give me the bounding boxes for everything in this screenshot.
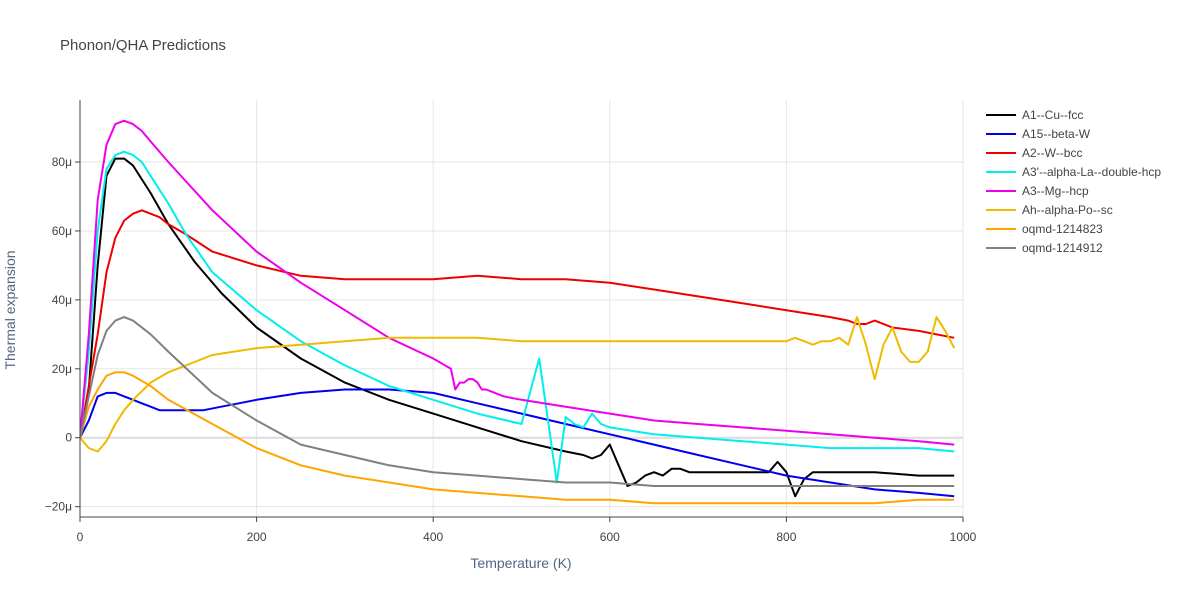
y-tick-label: 0 — [65, 431, 72, 445]
series-line-a3-alpha-la-double-hcp — [80, 150, 955, 484]
y-tick-labels: −20μ 0 20μ 40μ 60μ 80μ — [45, 155, 73, 514]
legend-label: oqmd-1214912 — [1022, 241, 1103, 255]
x-tick-label: 800 — [776, 530, 796, 544]
series-line-oqmd-1214823 — [80, 371, 955, 505]
axes — [75, 100, 964, 522]
x-tick-label: 200 — [247, 530, 267, 544]
x-tick-label: 600 — [600, 530, 620, 544]
x-tick-labels: 0 200 400 600 800 1000 — [77, 530, 977, 544]
series-line-a2-w-bcc — [80, 209, 955, 438]
y-tick-label: 20μ — [52, 362, 72, 376]
legend-label: oqmd-1214823 — [1022, 222, 1103, 236]
chart-title: Phonon/QHA Predictions — [60, 37, 226, 54]
legend-label: Ah--alpha-Po--sc — [1022, 203, 1113, 217]
legend-label: A3'--alpha-La--double-hcp — [1022, 165, 1161, 179]
x-tick-label: 0 — [77, 530, 84, 544]
legend-item-a2-w-bcc[interactable]: A2--W--bcc — [986, 146, 1082, 160]
legend-label: A1--Cu--fcc — [1022, 108, 1083, 122]
grid — [80, 100, 964, 517]
series-line-a15-beta-w — [80, 388, 955, 498]
legend[interactable]: A1--Cu--fcc A15--beta-W A2--W--bcc A3'--alp… — [986, 108, 1161, 255]
legend-item-a3-mg-hcp[interactable]: A3--Mg--hcp — [986, 184, 1089, 198]
series-line-ah-alpha-po-sc — [80, 316, 956, 453]
y-tick-label: −20μ — [45, 500, 72, 514]
legend-label: A3--Mg--hcp — [1022, 184, 1089, 198]
legend-item-a3-alpha-la-double-hcp[interactable]: A3'--alpha-La--double-hcp — [986, 165, 1161, 179]
series-line-a1-cu-fcc — [80, 157, 955, 498]
series-line-oqmd-1214912 — [80, 316, 955, 487]
legend-item-ah-alpha-po-sc[interactable]: Ah--alpha-Po--sc — [986, 203, 1113, 217]
y-axis-title: Thermal expansion — [2, 250, 18, 369]
legend-item-a15-beta-w[interactable]: A15--beta-W — [986, 127, 1091, 141]
legend-label: A2--W--bcc — [1022, 146, 1082, 160]
legend-label: A15--beta-W — [1022, 127, 1091, 141]
x-tick-label: 1000 — [950, 530, 977, 544]
y-tick-label: 80μ — [52, 155, 72, 169]
series-line-a3-mg-hcp — [80, 119, 955, 446]
legend-item-oqmd-1214823[interactable]: oqmd-1214823 — [986, 222, 1103, 236]
legend-item-oqmd-1214912[interactable]: oqmd-1214912 — [986, 241, 1103, 255]
y-tick-label: 60μ — [52, 224, 72, 238]
series-lines — [80, 119, 956, 505]
legend-item-a1-cu-fcc[interactable]: A1--Cu--fcc — [986, 108, 1083, 122]
y-tick-label: 40μ — [52, 293, 72, 307]
x-tick-label: 400 — [423, 530, 443, 544]
x-axis-title: Temperature (K) — [470, 555, 571, 571]
